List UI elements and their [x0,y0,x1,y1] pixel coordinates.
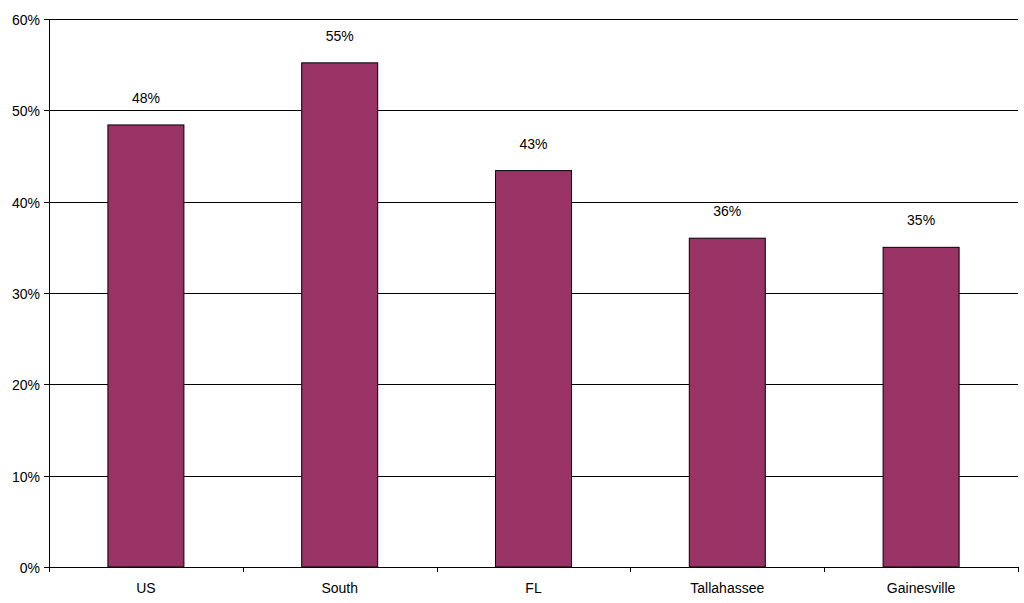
x-tick-label: South [321,580,358,596]
bar [302,63,378,567]
x-axis [49,567,1018,568]
x-tick-label: US [136,580,155,596]
x-tick [437,567,438,572]
x-tick [1018,567,1019,572]
x-tick-label: FL [525,580,542,596]
y-tick [44,476,49,477]
bar [108,125,184,567]
chart-container: 0% 10% 20% 30% 40% 50% 60% 48% 55% 43% 36% 35% US Sou… [0,0,1024,603]
y-tick [44,567,49,568]
bars [108,63,959,567]
x-tick [243,567,244,572]
data-label: 35% [907,212,935,228]
y-tick-label: 10% [12,469,40,485]
data-label: 48% [132,90,160,106]
y-tick-label: 60% [12,12,40,28]
x-tick [630,567,631,572]
data-label: 36% [713,203,741,219]
x-tick-label: Tallahassee [690,580,764,596]
x-tick [824,567,825,572]
grid-line [49,567,1018,568]
y-tick-label: 30% [12,286,40,302]
y-axis [49,19,50,567]
y-tick [44,110,49,111]
chart-svg: 0% 10% 20% 30% 40% 50% 60% 48% 55% 43% 36% 35% US Sou… [0,0,1024,603]
y-tick-label: 50% [12,103,40,119]
x-tick-label: Gainesville [887,580,956,596]
grid-line [49,19,1018,20]
y-tick [44,19,49,20]
y-tick [44,202,49,203]
bar [496,171,572,567]
bar [883,247,959,567]
y-tick-label: 40% [12,195,40,211]
y-tick-label: 20% [12,377,40,393]
y-tick [44,384,49,385]
y-tick [44,293,49,294]
data-label: 55% [326,28,354,44]
bar [689,238,765,567]
data-label: 43% [519,136,547,152]
y-tick-label: 0% [20,560,40,576]
x-tick [49,567,50,572]
grid-line [49,110,1018,111]
